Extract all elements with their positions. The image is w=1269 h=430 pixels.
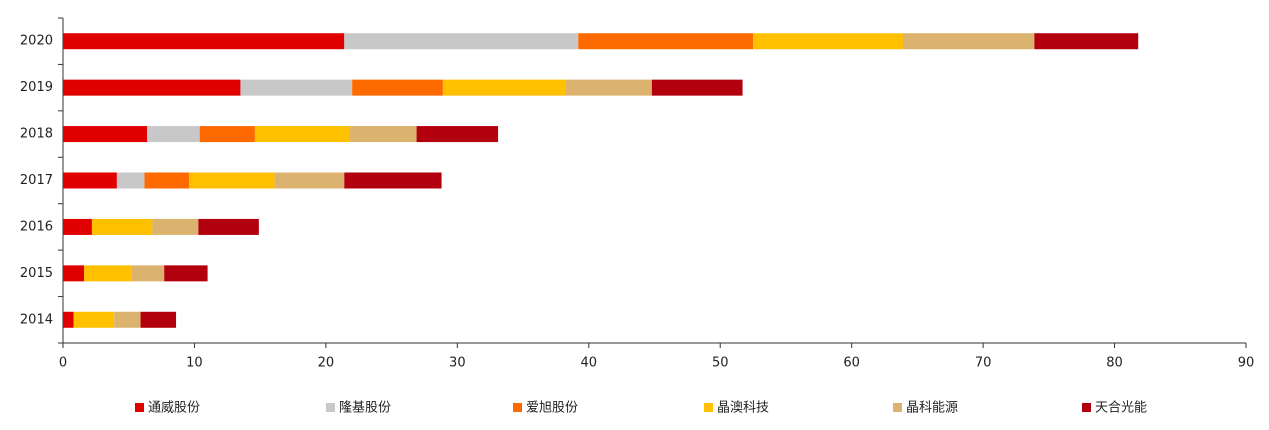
legend-label: 通威股份 xyxy=(148,401,200,416)
bar-segment xyxy=(416,126,499,143)
y-tick-label: 2016 xyxy=(20,219,53,234)
bar-segment xyxy=(198,218,259,235)
x-tick-label: 70 xyxy=(975,356,992,371)
x-tick-label: 40 xyxy=(581,356,598,371)
legend-marker xyxy=(513,403,522,412)
legend-marker xyxy=(1082,403,1091,412)
y-tick-label: 2017 xyxy=(20,173,53,188)
bar-segment xyxy=(152,218,199,235)
bar-segment xyxy=(442,79,566,96)
legend-marker xyxy=(704,403,713,412)
x-tick-label: 90 xyxy=(1238,356,1255,371)
bar-segment xyxy=(565,79,652,96)
bar-segment xyxy=(349,126,417,143)
x-tick-label: 30 xyxy=(449,356,466,371)
bar-segment xyxy=(131,265,165,282)
y-tick-label: 2014 xyxy=(20,312,53,327)
x-tick-label: 20 xyxy=(318,356,335,371)
legend-label: 天合光能 xyxy=(1095,401,1147,416)
legend-marker xyxy=(893,403,902,412)
bar-segment xyxy=(63,265,85,282)
x-tick-label: 80 xyxy=(1106,356,1123,371)
bar-segment xyxy=(1034,33,1139,50)
bar-segment xyxy=(352,79,443,96)
bar-segment xyxy=(63,172,117,189)
bar-segment xyxy=(144,172,190,189)
y-tick-label: 2019 xyxy=(20,80,53,95)
legend-label: 爱旭股份 xyxy=(526,401,578,416)
y-tick-label: 2018 xyxy=(20,127,53,142)
bar-segment xyxy=(274,172,345,189)
bar-segment xyxy=(91,218,153,235)
bar-segment xyxy=(902,33,1035,50)
bar-segment xyxy=(344,33,579,50)
x-tick-label: 10 xyxy=(186,356,203,371)
bar-segment xyxy=(63,79,241,96)
bar-segment xyxy=(651,79,743,96)
bar-segment xyxy=(344,172,442,189)
bar-segment xyxy=(63,218,92,235)
bar-segment xyxy=(63,33,345,50)
x-tick-label: 50 xyxy=(712,356,729,371)
legend-label: 晶澳科技 xyxy=(717,400,769,416)
bar-segment xyxy=(116,172,145,189)
bar-segment xyxy=(189,172,275,189)
bar-segment xyxy=(240,79,353,96)
legend-label: 隆基股份 xyxy=(339,401,391,416)
bar-segment xyxy=(753,33,903,50)
bar-segment xyxy=(63,311,74,328)
legend-marker xyxy=(326,403,335,412)
bar-segment xyxy=(73,311,115,328)
bar-segment xyxy=(84,265,132,282)
bar-segment xyxy=(147,126,200,143)
x-tick-label: 0 xyxy=(59,356,67,371)
legend-label: 晶科能源 xyxy=(906,401,958,416)
bar-segment xyxy=(114,311,141,328)
y-tick-label: 2015 xyxy=(20,266,53,281)
legend-marker xyxy=(135,403,144,412)
bar-segment xyxy=(140,311,177,328)
bar-segment xyxy=(63,126,148,143)
bar-segment xyxy=(164,265,208,282)
y-tick-label: 2020 xyxy=(20,34,53,49)
bar-segment xyxy=(578,33,754,50)
x-tick-label: 60 xyxy=(843,356,860,371)
bar-segment xyxy=(199,126,255,143)
bar-segment xyxy=(254,126,350,143)
